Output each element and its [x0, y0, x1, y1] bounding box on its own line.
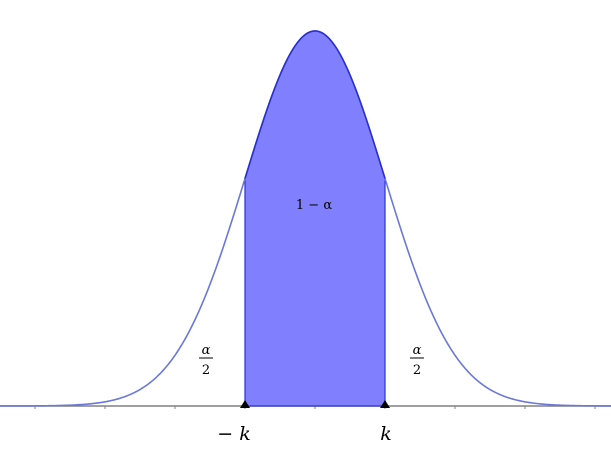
right-bound-marker [380, 400, 390, 408]
left-bound-marker [240, 400, 250, 408]
right-tail-numerator: α [413, 343, 422, 358]
central-area-label: 1 − α [296, 198, 332, 213]
left-tail-denominator: 2 [202, 363, 210, 378]
left-tail-numerator: α [202, 343, 211, 358]
density-curve-central [244, 30, 386, 179]
right-bound-label: k [380, 423, 392, 445]
left-bound-label: − k [217, 423, 250, 445]
right-tail-denominator: 2 [413, 363, 421, 378]
central-area [244, 30, 386, 407]
